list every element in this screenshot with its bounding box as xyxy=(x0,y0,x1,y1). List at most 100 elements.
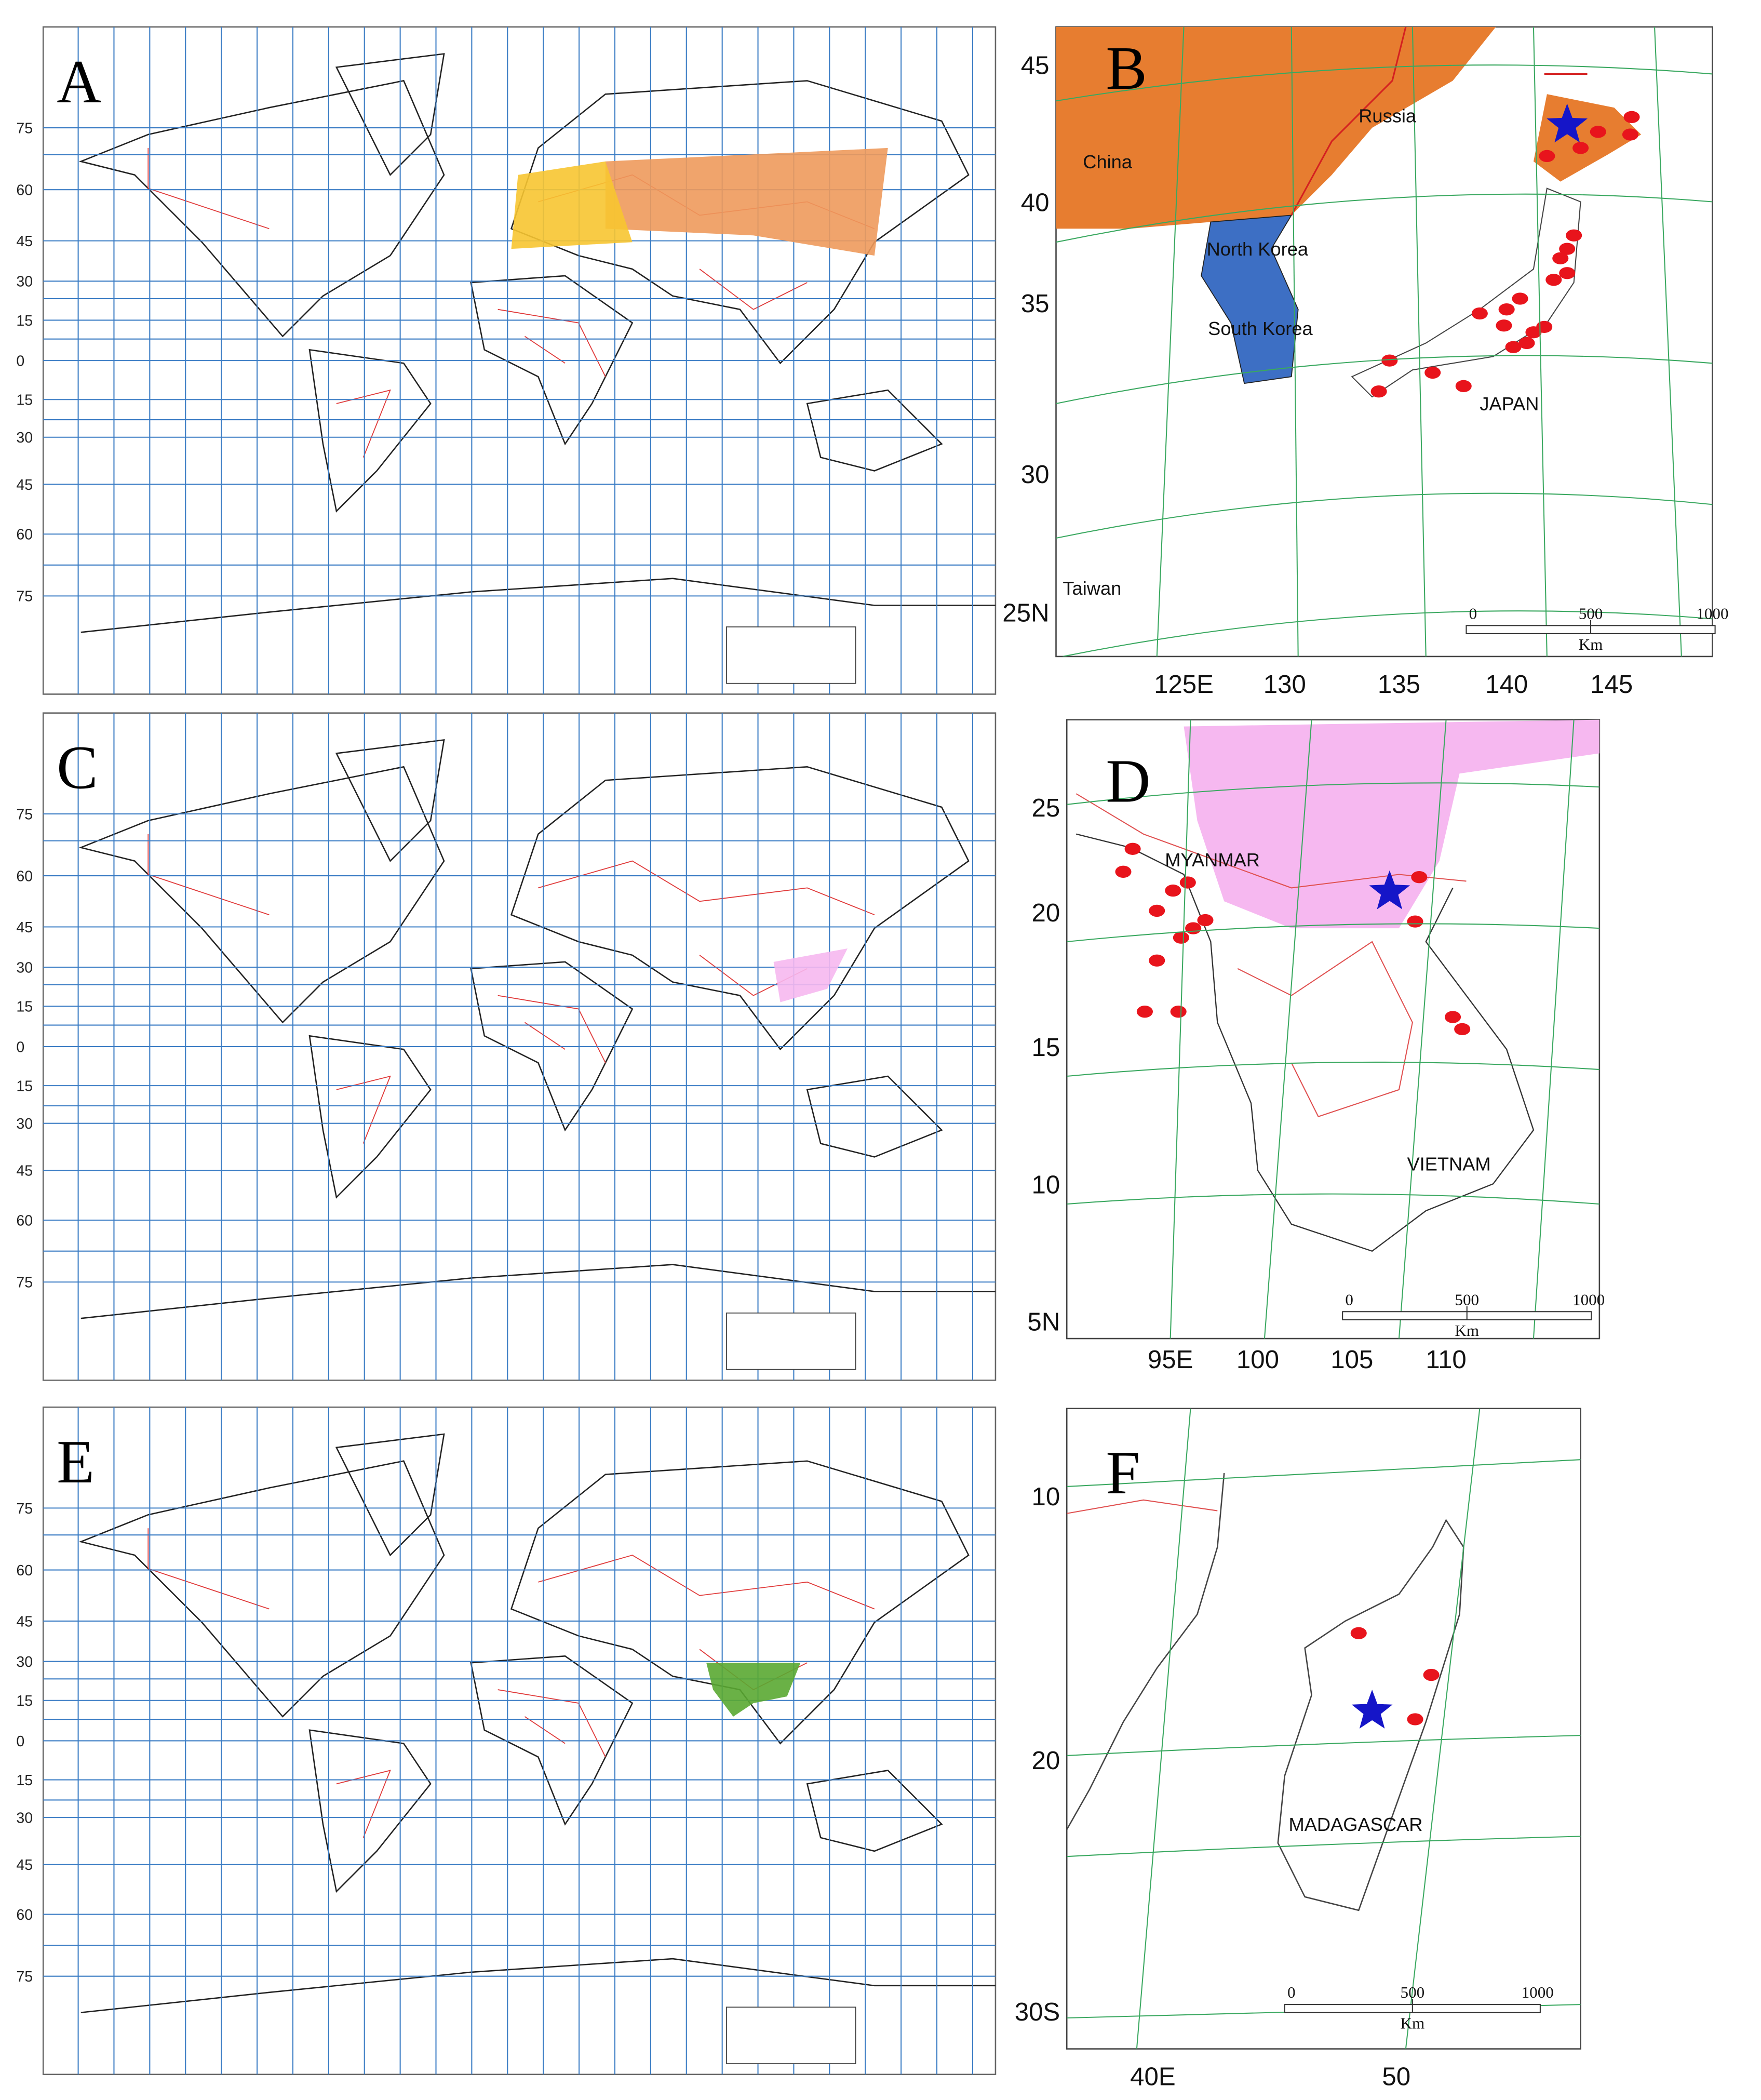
latitude-label: 30 xyxy=(1021,460,1050,489)
scale-unit: Km xyxy=(1455,1321,1479,1340)
scale-unit: Km xyxy=(1579,635,1603,653)
latitude-label: 45 xyxy=(16,919,33,936)
regional-map-panel: B 45 40 35 30 25N 125E 130 135 140 145 China Russia N… xyxy=(1002,26,1728,699)
graticule xyxy=(1056,64,1713,102)
record-dot xyxy=(1545,274,1562,286)
latitude-label: 0 xyxy=(16,353,24,369)
latitude-label: 25N xyxy=(1002,599,1049,627)
world-map-panel: C 75 60 45 30 15 0 15 30 45 60 75 xyxy=(16,712,997,1381)
graticule xyxy=(1067,782,1599,805)
longitude-label: 105 xyxy=(1330,1345,1373,1374)
record-dot xyxy=(1424,366,1441,379)
latitude-label: 30 xyxy=(16,430,33,446)
type-locality-star xyxy=(1351,1690,1393,1729)
record-dot xyxy=(1512,292,1528,305)
africa-coast xyxy=(1067,1473,1225,1830)
map-content xyxy=(1067,719,1599,1339)
record-dot xyxy=(1498,303,1515,316)
coast xyxy=(1076,833,1535,1252)
record-dot xyxy=(1115,865,1132,878)
latitude-label: 35 xyxy=(1021,289,1050,318)
scale-label: 0 xyxy=(1287,1983,1296,2001)
record-dot xyxy=(1559,267,1576,279)
graticule xyxy=(1533,719,1575,1339)
latitude-label: 15 xyxy=(16,1693,33,1709)
latitude-label: 15 xyxy=(16,313,33,329)
distribution-area xyxy=(511,161,633,249)
record-dot xyxy=(1566,229,1582,242)
graticule xyxy=(1156,26,1185,657)
record-dot xyxy=(1124,842,1141,855)
record-dot xyxy=(1185,922,1202,934)
latitude-label: 60 xyxy=(16,182,33,199)
record-dot xyxy=(1179,876,1196,889)
range-area xyxy=(1533,94,1642,182)
distribution-area xyxy=(773,948,848,1002)
graticule xyxy=(1067,1836,1581,1857)
latitude-label: 0 xyxy=(16,1733,24,1750)
place-name: VIETNAM xyxy=(1407,1153,1490,1174)
distribution-area xyxy=(605,148,888,256)
latitude-label: 45 xyxy=(16,1613,33,1630)
latitude-label: 60 xyxy=(16,527,33,543)
latitude-label: 75 xyxy=(16,1501,33,1517)
scale-label: 0 xyxy=(1345,1290,1353,1308)
latitude-label: 30 xyxy=(16,274,33,290)
map-frame xyxy=(1066,1408,1581,2050)
range-area xyxy=(1056,26,1496,229)
latitude-label: 20 xyxy=(1032,1746,1060,1775)
longitude-label: 125E xyxy=(1154,670,1214,699)
record-dot xyxy=(1454,1023,1471,1036)
scale-label: 500 xyxy=(1579,604,1603,622)
latitude-label: 20 xyxy=(1032,899,1060,927)
latitude-label: 10 xyxy=(1032,1170,1060,1199)
scale-label: 1000 xyxy=(1572,1290,1605,1308)
panel-letter: C xyxy=(57,733,98,802)
record-dot xyxy=(1407,1713,1423,1726)
world-map-panel: E 75 60 45 30 15 0 15 30 45 60 75 xyxy=(16,1406,997,2076)
latitude-label: 60 xyxy=(16,868,33,885)
place-name: North Korea xyxy=(1207,238,1309,260)
longitude-label: 110 xyxy=(1426,1345,1466,1374)
panel-letter: D xyxy=(1106,747,1150,815)
latitude-label: 15 xyxy=(16,1772,33,1789)
latitude-label: 75 xyxy=(16,1969,33,1985)
latitude-label: 60 xyxy=(16,1907,33,1923)
range-area xyxy=(1184,719,1599,929)
place-name: China xyxy=(1083,151,1133,172)
latitude-label: 30 xyxy=(16,1810,33,1826)
world-map xyxy=(42,1406,997,2076)
graticule xyxy=(1056,355,1713,405)
scale-label: 0 xyxy=(1469,604,1477,622)
latitude-label: 45 xyxy=(16,1857,33,1874)
panels: A 75 60 45 30 15 0 15 30 45 60 75 C 75 60 45 30 15 0 15 30 45… xyxy=(16,26,1728,2091)
record-dot xyxy=(1622,128,1638,141)
graticule xyxy=(1067,1193,1599,1205)
graticule xyxy=(1412,26,1427,657)
graticule xyxy=(1136,1408,1191,2049)
latitude-label: 15 xyxy=(16,1078,33,1094)
longitude-label: 145 xyxy=(1590,670,1633,699)
place-name: MADAGASCAR xyxy=(1289,1814,1423,1835)
record-dot xyxy=(1381,354,1398,367)
record-dot xyxy=(1539,150,1555,163)
latitude-label: 25 xyxy=(1032,794,1060,822)
map-layer xyxy=(1067,1408,1581,2049)
scale-label: 1000 xyxy=(1522,1983,1554,2001)
graticule xyxy=(1056,492,1713,539)
world-map xyxy=(42,26,997,695)
latitude-label: 45 xyxy=(16,1163,33,1180)
record-dot xyxy=(1170,1006,1187,1018)
graticule xyxy=(1654,26,1682,657)
distribution-area xyxy=(706,1663,801,1717)
record-dot xyxy=(1559,243,1576,255)
graticule xyxy=(1063,610,1713,657)
panel-letter: B xyxy=(1106,34,1147,102)
latitude-label: 45 xyxy=(1021,51,1050,79)
record-dot xyxy=(1623,111,1640,123)
longitude-label: 95E xyxy=(1148,1345,1193,1374)
record-dot xyxy=(1496,319,1512,332)
map-content xyxy=(1056,26,1713,657)
latitude-label: 30 xyxy=(16,1116,33,1132)
